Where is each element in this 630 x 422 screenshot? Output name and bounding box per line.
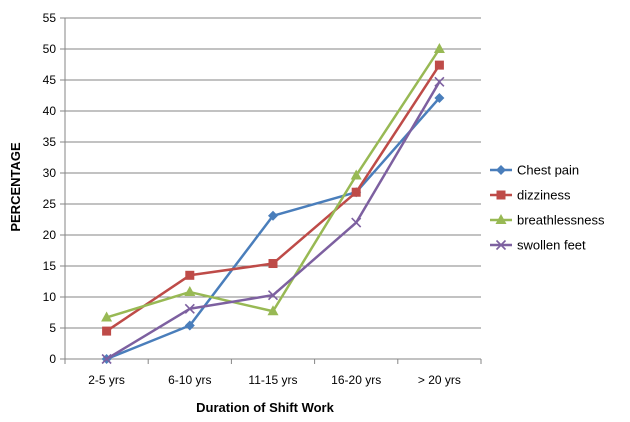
legend-item: Chest pain — [490, 163, 579, 178]
data-point — [267, 290, 279, 301]
data-point — [350, 169, 362, 180]
x-tick-label: 6-10 yrs — [168, 373, 211, 387]
legend-label: breathlessness — [517, 213, 605, 228]
data-point — [267, 305, 279, 316]
y-tick-label: 0 — [49, 352, 56, 366]
series-line — [106, 97, 441, 361]
data-point — [434, 60, 444, 70]
data-point — [185, 270, 195, 280]
legend-item: swollen feet — [490, 238, 586, 253]
y-tick-label: 55 — [43, 11, 57, 25]
x-tick-label: 16-20 yrs — [331, 373, 381, 387]
series-chest-pain — [101, 92, 445, 364]
y-tick-label: 25 — [43, 197, 57, 211]
data-point — [102, 326, 112, 336]
y-tick-label: 30 — [43, 166, 57, 180]
legend-label: dizziness — [517, 188, 571, 203]
gridlines — [65, 17, 481, 329]
legend-marker — [495, 214, 507, 224]
data-point — [434, 76, 445, 87]
x-tick-labels: 2-5 yrs 6-10 yrs 11-15 yrs 16-20 yrs > 20 yr… — [88, 373, 461, 387]
data-point — [268, 259, 278, 269]
data-point — [184, 320, 195, 331]
legend-marker — [496, 190, 506, 200]
data-point — [101, 353, 112, 365]
legend-item: breathlessness — [490, 213, 605, 228]
y-tick-label: 40 — [43, 104, 57, 118]
y-tick-label: 35 — [43, 135, 57, 149]
series-line — [105, 64, 441, 333]
y-tick-label: 50 — [43, 42, 57, 56]
legend-marker — [495, 239, 507, 251]
y-tick-label: 5 — [49, 321, 56, 335]
legend-label: Chest pain — [517, 163, 579, 178]
series-line — [106, 48, 441, 319]
series-lines — [101, 43, 445, 365]
data-point — [184, 286, 196, 297]
data-point — [433, 43, 445, 53]
data-point — [351, 187, 361, 197]
data-point — [184, 303, 195, 314]
series-swollen-feet — [101, 76, 445, 365]
legend-label: swollen feet — [517, 238, 586, 253]
data-point — [101, 311, 113, 322]
data-point — [351, 217, 362, 228]
legend-marker — [496, 165, 506, 175]
data-point — [434, 92, 445, 103]
y-axis-title: PERCENTAGE — [8, 142, 23, 232]
series-dizziness — [102, 60, 444, 336]
legend-item: dizziness — [490, 188, 571, 203]
series-breathlessness — [101, 43, 445, 322]
x-tick-label: > 20 yrs — [418, 373, 461, 387]
x-axis-title: Duration of Shift Work — [196, 400, 334, 415]
y-tick-label: 45 — [43, 73, 57, 87]
x-tick-label: 2-5 yrs — [88, 373, 125, 387]
data-point — [268, 210, 278, 221]
legend: Chest pain dizziness breathlessness swollen… — [490, 163, 605, 253]
axes — [60, 17, 482, 364]
y-tick-label: 15 — [43, 259, 57, 273]
y-tick-label: 10 — [43, 290, 57, 304]
y-tick-labels: 0 5 10 15 20 25 30 35 40 45 50 55 — [43, 11, 57, 366]
y-tick-label: 20 — [43, 228, 57, 242]
x-tick-label: 11-15 yrs — [248, 373, 297, 387]
